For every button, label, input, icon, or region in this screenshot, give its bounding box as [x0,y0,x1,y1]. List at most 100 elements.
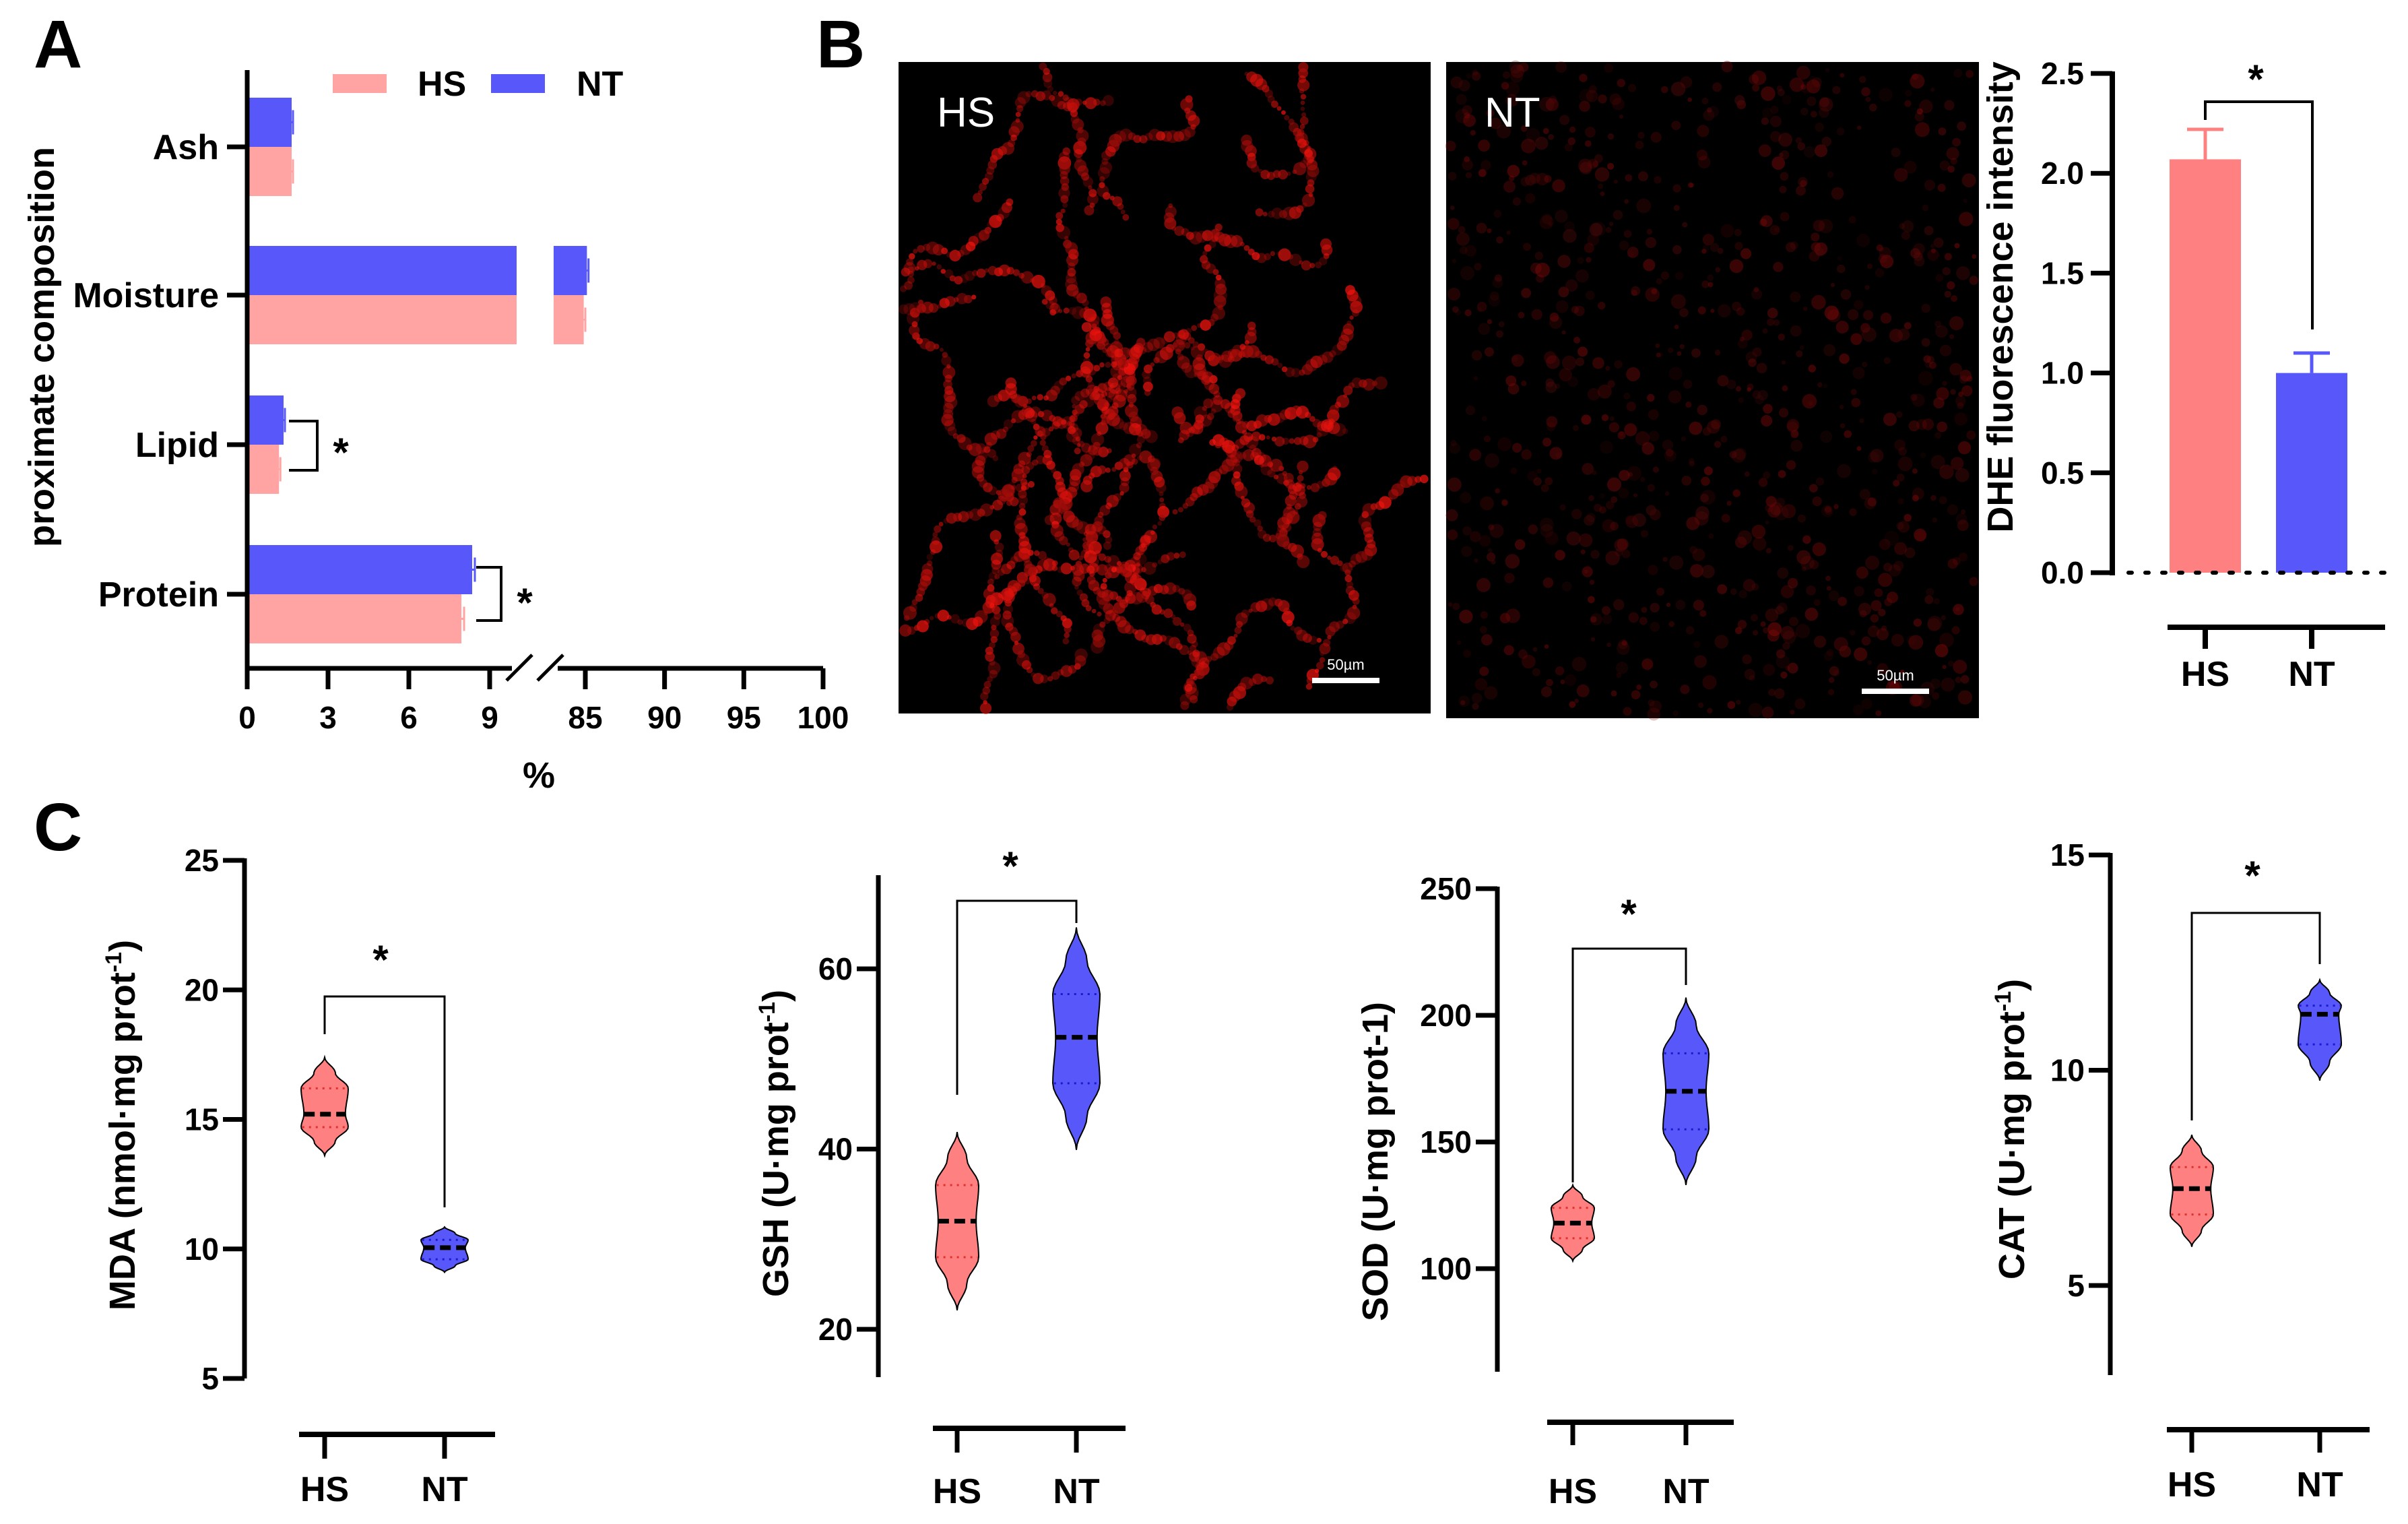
fluorescence-speck [1348,382,1355,389]
fluorescence-speck [1697,306,1706,315]
fluorescence-speck [1163,608,1173,618]
fluorescence-speck [1532,647,1538,652]
x-tick-label: NT [2288,655,2335,694]
fluorescence-speck [1239,435,1250,445]
fluorescence-speck [915,266,919,271]
fluorescence-speck [1786,421,1798,433]
fluorescence-speck [1540,523,1554,538]
fluorescence-speck [1016,105,1024,113]
fluorescence-speck [1946,147,1959,160]
fluorescence-speck [1824,505,1832,513]
fluorescence-speck [1127,393,1137,404]
fluorescence-speck [950,614,960,624]
fluorescence-speck [1197,484,1209,496]
legend-label-hs: HS [418,65,466,104]
fluorescence-speck [1840,423,1846,428]
fluorescence-speck [1887,679,1894,686]
fluorescence-speck [1820,431,1833,443]
fluorescence-speck [1778,470,1786,478]
fluorescence-speck [1119,470,1131,482]
fluorescence-speck [1072,576,1082,587]
fluorescence-speck [1919,99,1933,114]
fluorescence-speck [1542,577,1554,588]
fluorescence-speck [991,606,1001,614]
fluorescence-speck [1808,364,1816,373]
fluorescence-speck [1854,647,1868,662]
fluorescence-speck [1072,306,1085,319]
fluorescence-speck [1512,443,1522,453]
fluorescence-speck [1459,246,1468,255]
fluorescence-speck [1066,273,1076,284]
fluorescence-speck [1460,700,1466,705]
fluorescence-speck [1125,387,1137,399]
x-tick-label: NT [2296,1465,2343,1504]
fluorescence-speck [1192,676,1198,680]
fluorescence-speck [1560,679,1565,685]
fluorescence-speck [1287,171,1291,176]
fluorescence-speck [1857,125,1862,130]
fluorescence-speck [1041,592,1049,599]
significance-star: * [2244,853,2260,898]
fluorescence-speck [1082,537,1087,542]
fluorescence-speck [1939,344,1952,356]
fluorescence-speck [1819,97,1829,108]
fluorescence-speck [1060,195,1069,203]
fluorescence-speck [1472,703,1479,710]
fluorescence-speck [1037,430,1043,437]
fluorescence-speck [1839,404,1844,410]
fluorescence-speck [1835,321,1849,334]
fluorescence-speck [1136,338,1146,347]
fluorescence-speck [1753,537,1767,551]
fluorescence-speck [1484,686,1498,700]
fluorescence-speck [1172,585,1181,593]
fluorescence-speck [1010,418,1016,424]
fluorescence-speck [1172,616,1182,626]
fluorescence-speck [977,509,985,517]
bar-hs-ash [249,147,292,196]
fluorescence-speck [1732,489,1740,497]
fluorescence-speck [1066,542,1070,547]
fluorescence-speck [932,532,938,538]
fluorescence-speck [1447,218,1460,230]
fluorescence-speck [1471,350,1483,361]
fluorescence-speck [1148,129,1161,141]
fluorescence-speck [1053,90,1057,96]
y-tick-label: 25 [185,843,219,878]
fluorescence-speck [1927,616,1943,631]
fluorescence-speck [1180,98,1194,111]
fluorescence-speck [1545,378,1555,387]
fluorescence-speck [1751,70,1767,86]
fluorescence-speck [1888,564,1901,577]
fluorescence-speck [1459,610,1473,624]
fluorescence-speck [1751,583,1759,591]
fluorescence-speck [1880,255,1894,269]
fluorescence-speck [1470,531,1481,542]
fluorescence-speck [1941,677,1955,692]
fluorescence-speck [1879,247,1884,252]
fluorescence-speck [1891,633,1904,647]
fluorescence-speck [1476,577,1491,592]
fluorescence-speck [1631,290,1637,296]
fluorescence-speck [1085,364,1097,376]
fluorescence-speck [1277,362,1283,369]
x-tick-label: HS [300,1470,349,1509]
fluorescence-speck [1133,135,1142,144]
fluorescence-speck [1833,670,1840,677]
fluorescence-speck [1534,251,1543,260]
fluorescence-speck [1916,108,1923,115]
fluorescence-speck [1274,598,1283,607]
fluorescence-speck [1619,240,1629,251]
fluorescence-speck [1933,397,1945,409]
fluorescence-speck [1751,524,1766,539]
fluorescence-speck [983,680,991,689]
fluorescence-speck [1171,226,1177,231]
fluorescence-speck [1269,459,1283,472]
fluorescence-speck [1790,291,1801,303]
fluorescence-speck [1307,164,1320,177]
fluorescence-speck [1759,218,1767,226]
fluorescence-speck [1831,187,1844,200]
fluorescence-speck [1627,247,1639,258]
fluorescence-speck [1489,291,1499,301]
fluorescence-speck [1489,117,1502,129]
